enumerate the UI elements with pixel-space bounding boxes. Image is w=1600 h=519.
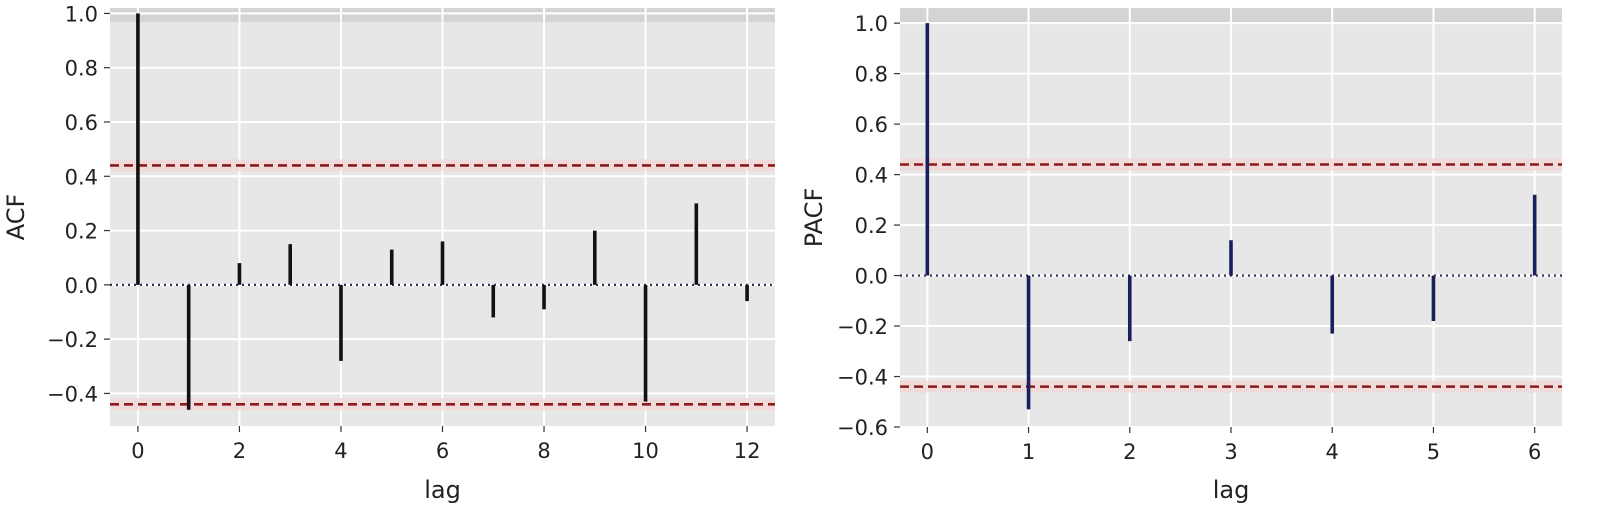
- y-tick-label: −0.2: [837, 315, 888, 339]
- y-tick-label: 0.0: [855, 265, 888, 289]
- y-tick-label: 0.2: [65, 220, 98, 244]
- y-tick-label: 0.8: [65, 57, 98, 81]
- x-axis-label: lag: [424, 476, 461, 504]
- y-tick-label: 0.4: [65, 165, 98, 189]
- y-tick-label: 1.0: [855, 12, 888, 36]
- x-tick-label: 2: [1123, 440, 1136, 464]
- x-tick-label: 4: [334, 439, 347, 463]
- x-tick-label: 6: [1528, 440, 1541, 464]
- x-axis-label: lag: [1213, 476, 1250, 504]
- confidence-band-glow: [110, 398, 775, 411]
- y-tick-label: 0.6: [855, 113, 888, 137]
- x-tick-label: 6: [436, 439, 449, 463]
- y-tick-label: 0.8: [855, 63, 888, 87]
- y-tick-label: −0.6: [837, 416, 888, 440]
- y-axis-label: ACF: [2, 194, 30, 241]
- y-tick-label: 0.0: [65, 274, 98, 298]
- y-tick-label: 0.6: [65, 111, 98, 135]
- x-tick-label: 1: [1022, 440, 1035, 464]
- x-tick-label: 8: [537, 439, 550, 463]
- x-tick-label: 5: [1427, 440, 1440, 464]
- x-tick-label: 0: [131, 439, 144, 463]
- x-tick-label: 10: [632, 439, 659, 463]
- pacf-chart: 0 1 2 3 4 5 6 1.0 0.8 0.6 0.4 0.2 0.0 −0.2 −0.4 −0.6 lag…: [800, 8, 1562, 504]
- confidence-band-glow: [110, 159, 775, 172]
- y-axis-label: PACF: [800, 188, 828, 248]
- x-tick-label: 12: [734, 439, 761, 463]
- y-tick-label: −0.2: [47, 328, 98, 352]
- x-tick-label: 0: [921, 440, 934, 464]
- y-tick-label: −0.4: [837, 366, 888, 390]
- y-tick-label: −0.4: [47, 382, 98, 406]
- acf-chart: 0 2 4 6 8 10 12 1.0 0.8 0.6 0.4 0.2 0.0 −0.2 −0.4 lag AC…: [2, 2, 775, 504]
- x-tick-label: 2: [233, 439, 246, 463]
- x-tick-label: 4: [1326, 440, 1339, 464]
- x-tick-label: 3: [1224, 440, 1237, 464]
- y-tick-label: 0.4: [855, 164, 888, 188]
- y-tick-label: 0.2: [855, 214, 888, 238]
- y-tick-label: 1.0: [65, 2, 98, 26]
